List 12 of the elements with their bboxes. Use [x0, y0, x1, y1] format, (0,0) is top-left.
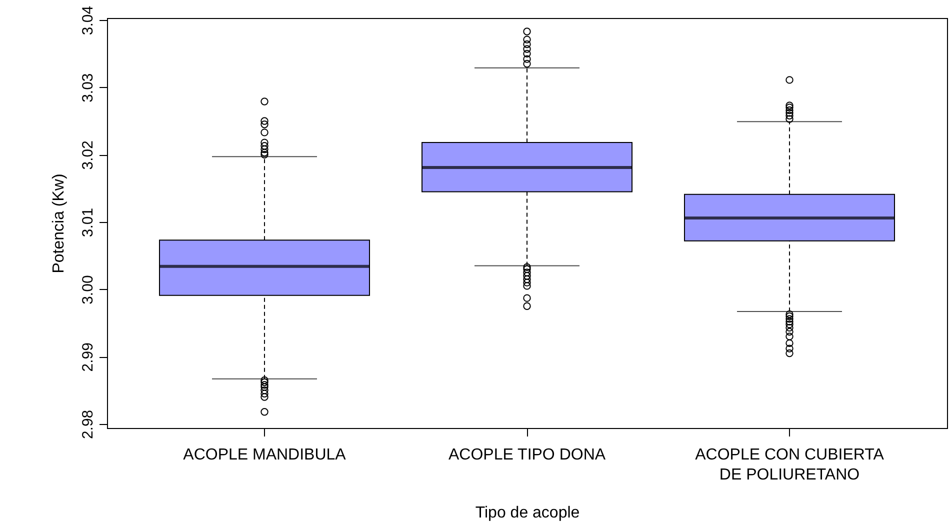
- y-tick-label: 3.02: [80, 140, 96, 170]
- x-tick-label: ACOPLE TIPO DONA: [448, 446, 606, 464]
- y-tick-label: 2.99: [80, 342, 96, 372]
- x-tick-label: ACOPLE CON CUBIERTA DE POLIURETANO: [695, 446, 884, 484]
- y-tick-label: 2.98: [80, 410, 96, 440]
- y-tick-label: 3.00: [80, 275, 96, 304]
- y-tick-label: 3.01: [80, 208, 96, 238]
- y-tick-label: 3.03: [80, 73, 96, 102]
- x-tick-label: ACOPLE MANDIBULA: [183, 446, 346, 464]
- x-axis-title: Tipo de acople: [475, 504, 580, 522]
- y-axis-title: Potencia (Kw): [50, 174, 68, 274]
- y-tick-label: 3.04: [80, 6, 96, 36]
